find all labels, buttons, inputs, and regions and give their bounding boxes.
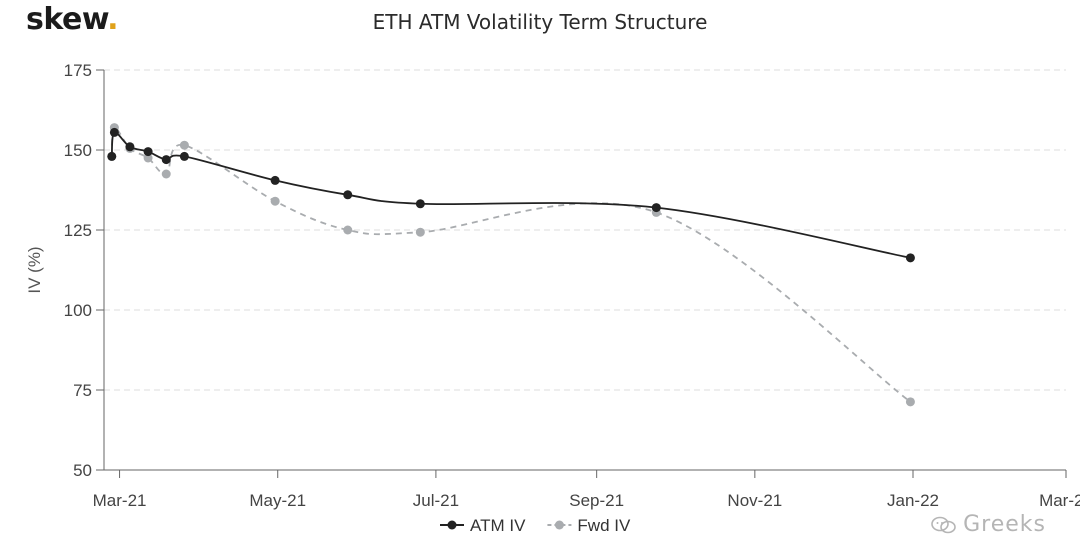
atm-iv-point	[179, 151, 189, 161]
x-tick-label: Jan-22	[887, 491, 939, 510]
legend-fwd-iv-marker	[554, 520, 564, 530]
fwd-iv-point	[905, 397, 915, 407]
atm-iv-point	[125, 142, 135, 152]
x-tick-label: Jul-21	[413, 491, 459, 510]
x-tick-label: Nov-21	[727, 491, 782, 510]
fwd-iv-point	[270, 196, 280, 206]
brand-text: skew	[26, 2, 108, 37]
atm-iv-point	[107, 151, 117, 161]
y-tick-label: 100	[64, 301, 92, 320]
legend-atm-iv-label: ATM IV	[470, 516, 526, 535]
atm-iv-point	[143, 147, 153, 157]
atm-iv-point	[415, 199, 425, 209]
x-tick-label: Mar-21	[93, 491, 147, 510]
atm-iv-point	[270, 175, 280, 185]
fwd-iv-point	[179, 140, 189, 150]
legend-atm-iv-marker	[447, 520, 457, 530]
legend-fwd-iv-label: Fwd IV	[577, 516, 631, 535]
y-tick-label: 150	[64, 141, 92, 160]
x-tick-label: May-21	[249, 491, 306, 510]
y-axis-label: IV (%)	[25, 246, 44, 293]
watermark-text: Greeks	[963, 512, 1046, 537]
x-tick-label: Mar-22	[1039, 491, 1080, 510]
atm-iv-point	[109, 127, 119, 137]
x-tick-label: Sep-21	[569, 491, 624, 510]
atm-iv-point	[161, 155, 171, 165]
fwd-iv-point	[415, 227, 425, 237]
chat-bubbles-icon	[931, 516, 956, 533]
brand-dot: .	[107, 2, 119, 37]
atm-iv-point	[343, 190, 353, 200]
fwd-iv-point	[161, 169, 171, 179]
y-tick-label: 175	[64, 61, 92, 80]
fwd-iv-point	[143, 153, 153, 163]
atm-iv-line	[110, 131, 911, 259]
atm-iv-point	[905, 253, 915, 263]
y-tick-label: 125	[64, 221, 92, 240]
watermark: Greeks	[931, 512, 1046, 537]
y-tick-label: 50	[73, 461, 92, 480]
brand-logo: skew.	[26, 2, 119, 37]
y-tick-label: 75	[73, 381, 92, 400]
chart-title: ETH ATM Volatility Term Structure	[372, 10, 708, 34]
fwd-iv-point	[343, 225, 353, 235]
atm-iv-point	[651, 203, 661, 213]
